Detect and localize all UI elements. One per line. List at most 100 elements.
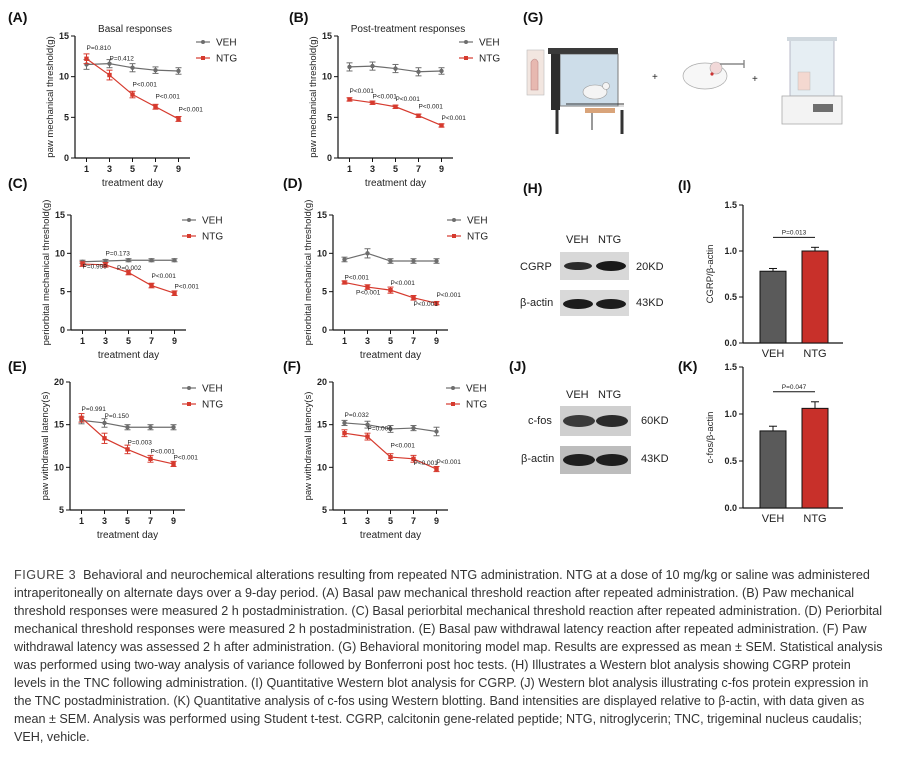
legend-marker-veh xyxy=(201,40,205,44)
y-axis-label: CGRP/β-actin xyxy=(705,245,716,304)
x-tick-label: 3 xyxy=(103,336,108,346)
y-axis-label: paw withdrawal latency(s) xyxy=(303,392,314,501)
legend-label-ntg: NTG xyxy=(202,232,223,243)
legend-marker-veh xyxy=(452,218,456,222)
y-tick-label: 10 xyxy=(59,72,69,82)
data-point-ntg xyxy=(365,284,370,290)
data-point-veh xyxy=(148,425,153,430)
data-point-ntg xyxy=(84,56,89,61)
data-point-veh xyxy=(434,429,439,434)
data-point-ntg xyxy=(347,97,352,102)
p-value-annotation: P=0.032 xyxy=(345,412,370,419)
panel-letter-c: (C) xyxy=(8,175,27,191)
data-point-veh xyxy=(342,420,347,426)
y-tick-label: 15 xyxy=(322,31,332,41)
lane-label-ntg-j: NTG xyxy=(598,389,621,401)
legend-label-ntg: NTG xyxy=(479,54,500,65)
p-value-annotation: P<0.001 xyxy=(156,94,181,101)
panel-letter-j: (J) xyxy=(509,358,526,374)
x-category-label-veh: VEH xyxy=(762,348,785,360)
legend-label-ntg: NTG xyxy=(467,232,488,243)
panel-letter-g: (G) xyxy=(523,9,543,25)
data-point-ntg xyxy=(102,436,107,441)
legend-marker-ntg xyxy=(187,234,191,238)
p-value-annotation: P=0.412 xyxy=(110,55,135,62)
x-tick-label: 5 xyxy=(126,336,131,346)
p-value-annotation: P<0.001 xyxy=(414,460,439,467)
x-axis-label: treatment day xyxy=(98,350,159,361)
x-tick-label: 5 xyxy=(125,516,130,526)
data-point-ntg xyxy=(125,447,130,452)
data-point-veh xyxy=(388,426,393,432)
legend-label-veh: VEH xyxy=(479,38,500,49)
x-axis-label: treatment day xyxy=(97,530,158,541)
y-tick-label: 10 xyxy=(55,248,65,258)
x-tick-label: 1 xyxy=(80,336,85,346)
legend-marker-veh xyxy=(464,40,468,44)
y-axis-label: paw withdrawal latency(s) xyxy=(40,392,51,501)
legend-marker-ntg xyxy=(187,402,191,406)
data-point-ntg xyxy=(103,262,108,268)
kd-label-cgrp: 20KD xyxy=(636,261,664,273)
data-point-veh xyxy=(411,425,416,431)
band-actin-veh xyxy=(563,299,593,309)
x-tick-label: 3 xyxy=(102,516,107,526)
band-cgrp-ntg xyxy=(596,261,626,271)
data-point-veh xyxy=(370,63,375,69)
y-tick-label: 0 xyxy=(327,153,332,163)
legend-label-veh: VEH xyxy=(202,216,223,227)
data-point-ntg xyxy=(388,454,393,460)
panel-j: (J) VEH NTG c-fos 60KD β-actin 43KD xyxy=(509,358,669,474)
y-tick-label: 10 xyxy=(54,462,64,472)
panel-letter-a: (A) xyxy=(8,9,27,25)
x-tick-label: 5 xyxy=(388,516,393,526)
data-point-veh xyxy=(393,66,398,71)
x-tick-label: 5 xyxy=(130,164,135,174)
x-category-label-ntg: NTG xyxy=(803,348,826,360)
y-tick-label: 10 xyxy=(317,462,327,472)
data-point-ntg xyxy=(434,466,439,472)
panel-letter-b: (B) xyxy=(289,9,308,25)
caption-text: Behavioral and neurochemical alterations… xyxy=(14,568,883,744)
panel-letter-e: (E) xyxy=(8,358,27,374)
data-point-veh xyxy=(172,258,177,263)
y-tick-label: 1.0 xyxy=(724,409,737,419)
kd-label-cfos: 60KD xyxy=(641,415,669,427)
data-point-ntg xyxy=(370,100,375,105)
chart-b: (B) Post-treatment responses 0 5 10 15 1 3 5 7 9 tr… xyxy=(289,9,500,189)
kd-label-actin-j: 43KD xyxy=(641,453,669,465)
x-tick-label: 5 xyxy=(388,336,393,346)
plus-sign-2: + xyxy=(752,74,758,85)
y-tick-label: 0 xyxy=(60,325,65,335)
x-axis-label: treatment day xyxy=(365,178,426,189)
protein-label-actin: β-actin xyxy=(520,297,553,309)
x-tick-label: 9 xyxy=(171,516,176,526)
legend-label-ntg: NTG xyxy=(466,400,487,411)
legend-label-veh: VEH xyxy=(216,38,237,49)
data-point-veh xyxy=(176,68,181,74)
x-axis-label: treatment day xyxy=(360,350,421,361)
bar-veh xyxy=(759,430,787,509)
p-value-annotation: P<0.001 xyxy=(419,103,444,110)
p-value-annotation: P<0.001 xyxy=(179,107,204,114)
p-value-annotation: P<0.001 xyxy=(175,284,200,291)
x-tick-label: 3 xyxy=(107,164,112,174)
p-value-annotation: P<0.001 xyxy=(373,94,398,101)
data-point-veh xyxy=(365,422,370,427)
lane-label-veh-j: VEH xyxy=(566,389,589,401)
x-tick-label: 9 xyxy=(176,164,181,174)
p-value-annotation: P<0.001 xyxy=(437,292,462,299)
band-actin-veh-j xyxy=(563,454,595,466)
p-value-annotation: P<0.001 xyxy=(174,455,199,462)
x-tick-label: 3 xyxy=(370,164,375,174)
data-point-veh xyxy=(411,258,416,264)
band-cfos-veh xyxy=(563,415,595,427)
y-tick-label: 0 xyxy=(322,325,327,335)
legend-marker-ntg xyxy=(464,56,468,60)
data-point-ntg xyxy=(176,116,181,122)
data-point-veh xyxy=(439,68,444,74)
x-tick-label: 7 xyxy=(411,516,416,526)
y-tick-label: 5 xyxy=(59,505,64,515)
panel-letter-k: (K) xyxy=(678,358,697,374)
panel-letter-d: (D) xyxy=(283,175,302,191)
